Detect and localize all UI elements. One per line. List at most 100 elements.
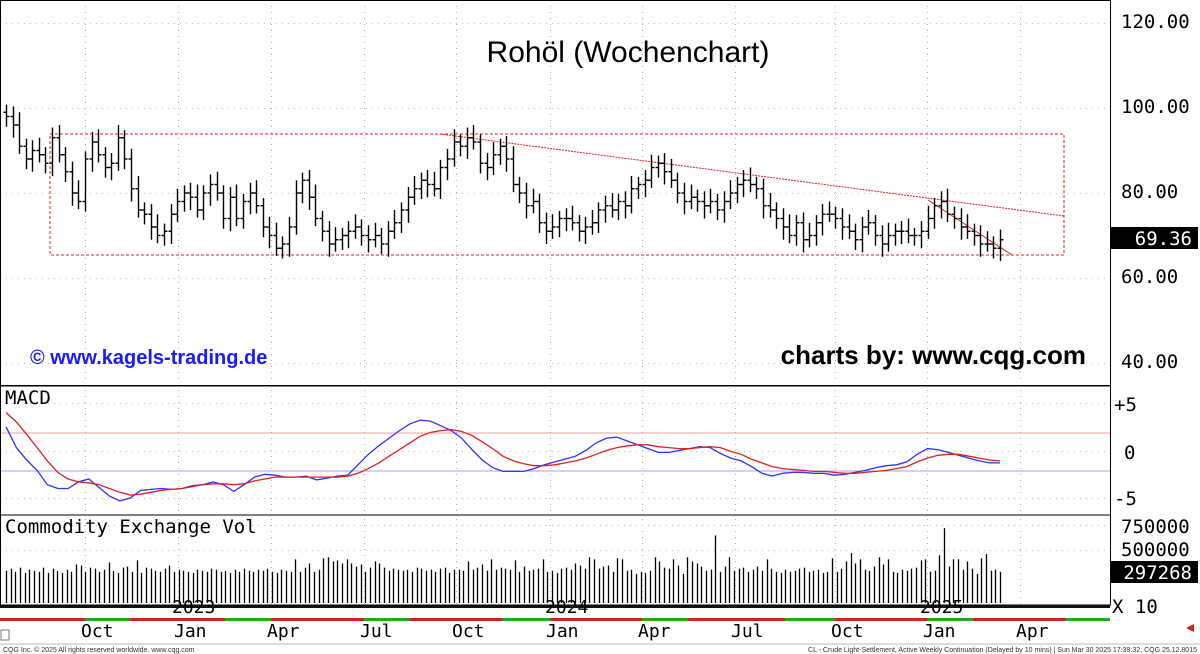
scroll-right-arrow-icon[interactable]: [1186, 624, 1194, 632]
grid-dot: [24, 363, 25, 364]
grid-dot: [178, 549, 179, 550]
grid-dot: [735, 240, 736, 241]
grid-dot: [258, 278, 259, 279]
grid-dot: [690, 550, 691, 551]
grid-dot: [582, 363, 583, 364]
grid-dot: [1032, 451, 1033, 452]
grid-dot: [1008, 108, 1009, 109]
grid-dot: [516, 278, 517, 279]
grid-dot: [786, 193, 787, 194]
grid-dot: [178, 519, 179, 520]
grid-dot: [642, 90, 643, 91]
grid-dot: [85, 492, 86, 493]
grid-dot: [85, 282, 86, 283]
grid-dot: [85, 402, 86, 403]
grid-dot: [735, 12, 736, 13]
grid-dot: [85, 126, 86, 127]
grid-dot: [456, 549, 457, 550]
grid-dot: [78, 108, 79, 109]
grid-dot: [144, 363, 145, 364]
grid-dot: [456, 573, 457, 574]
grid-dot: [85, 324, 86, 325]
grid-dot: [786, 451, 787, 452]
ohlc-bar: [938, 191, 945, 219]
grid-dot: [364, 300, 365, 301]
grid-dot: [1014, 193, 1015, 194]
grid-dot: [85, 561, 86, 562]
grid-dot: [534, 451, 535, 452]
grid-dot: [85, 396, 86, 397]
grid-dot: [1020, 282, 1021, 283]
grid-dot: [271, 324, 272, 325]
ohlc-bar: [69, 161, 76, 206]
grid-dot: [564, 403, 565, 404]
grid-dot: [744, 193, 745, 194]
grid-dot: [364, 222, 365, 223]
brand-watermark-left[interactable]: © www.kagels-trading.de: [30, 347, 267, 369]
brand-watermark-right[interactable]: charts by: www.cqg.com: [781, 340, 1086, 370]
grid-dot: [606, 278, 607, 279]
grid-dot: [85, 390, 86, 391]
grid-dot: [1092, 108, 1093, 109]
grid-dot: [486, 451, 487, 452]
grid-dot: [85, 78, 86, 79]
grid-dot: [178, 258, 179, 259]
grid-dot: [642, 222, 643, 223]
grid-dot: [550, 480, 551, 481]
scroll-left-handle[interactable]: [0, 629, 10, 641]
ohlc-bar: [108, 153, 115, 181]
grid-dot: [364, 216, 365, 217]
grid-dot: [978, 363, 979, 364]
grid-dot: [364, 426, 365, 427]
grid-dot: [444, 550, 445, 551]
grid-dot: [648, 451, 649, 452]
grid-dot: [924, 23, 925, 24]
grid-dot: [192, 403, 193, 404]
grid-dot: [735, 114, 736, 115]
grid-dot: [66, 193, 67, 194]
grid-dot: [156, 108, 157, 109]
grid-dot: [504, 278, 505, 279]
grid-dot: [276, 451, 277, 452]
grid-dot: [271, 480, 272, 481]
grid-dot: [252, 108, 253, 109]
grid-dot: [735, 222, 736, 223]
grid-dot: [810, 451, 811, 452]
grid-dot: [835, 144, 836, 145]
grid-dot: [927, 537, 928, 538]
grid-dot: [300, 278, 301, 279]
grid-dot: [1062, 550, 1063, 551]
grid-dot: [594, 403, 595, 404]
grid-dot: [178, 324, 179, 325]
grid-dot: [1020, 403, 1021, 404]
grid-dot: [642, 264, 643, 265]
grid-dot: [456, 246, 457, 247]
grid-dot: [408, 23, 409, 24]
grid-dot: [348, 108, 349, 109]
grid-dot: [178, 198, 179, 199]
grid-dot: [1020, 84, 1021, 85]
grid-dot: [735, 36, 736, 37]
grid-dot: [252, 550, 253, 551]
grid-dot: [550, 120, 551, 121]
grid-dot: [456, 278, 457, 279]
grid-dot: [504, 403, 505, 404]
grid-dot: [1032, 403, 1033, 404]
grid-dot: [714, 193, 715, 194]
ohlc-bar: [800, 212, 807, 253]
grid-dot: [120, 525, 121, 526]
grid-dot: [1020, 567, 1021, 568]
grid-dot: [456, 363, 457, 364]
grid-dot: [264, 193, 265, 194]
grid-dot: [672, 363, 673, 364]
grid-dot: [138, 498, 139, 499]
ohlc-bar: [240, 193, 247, 229]
grid-dot: [444, 23, 445, 24]
grid-dot: [108, 363, 109, 364]
grid-dot: [1098, 108, 1099, 109]
ohlc-bar: [181, 185, 188, 212]
grid-dot: [85, 354, 86, 355]
grid-dot: [835, 186, 836, 187]
grid-dot: [150, 498, 151, 499]
grid-dot: [735, 330, 736, 331]
